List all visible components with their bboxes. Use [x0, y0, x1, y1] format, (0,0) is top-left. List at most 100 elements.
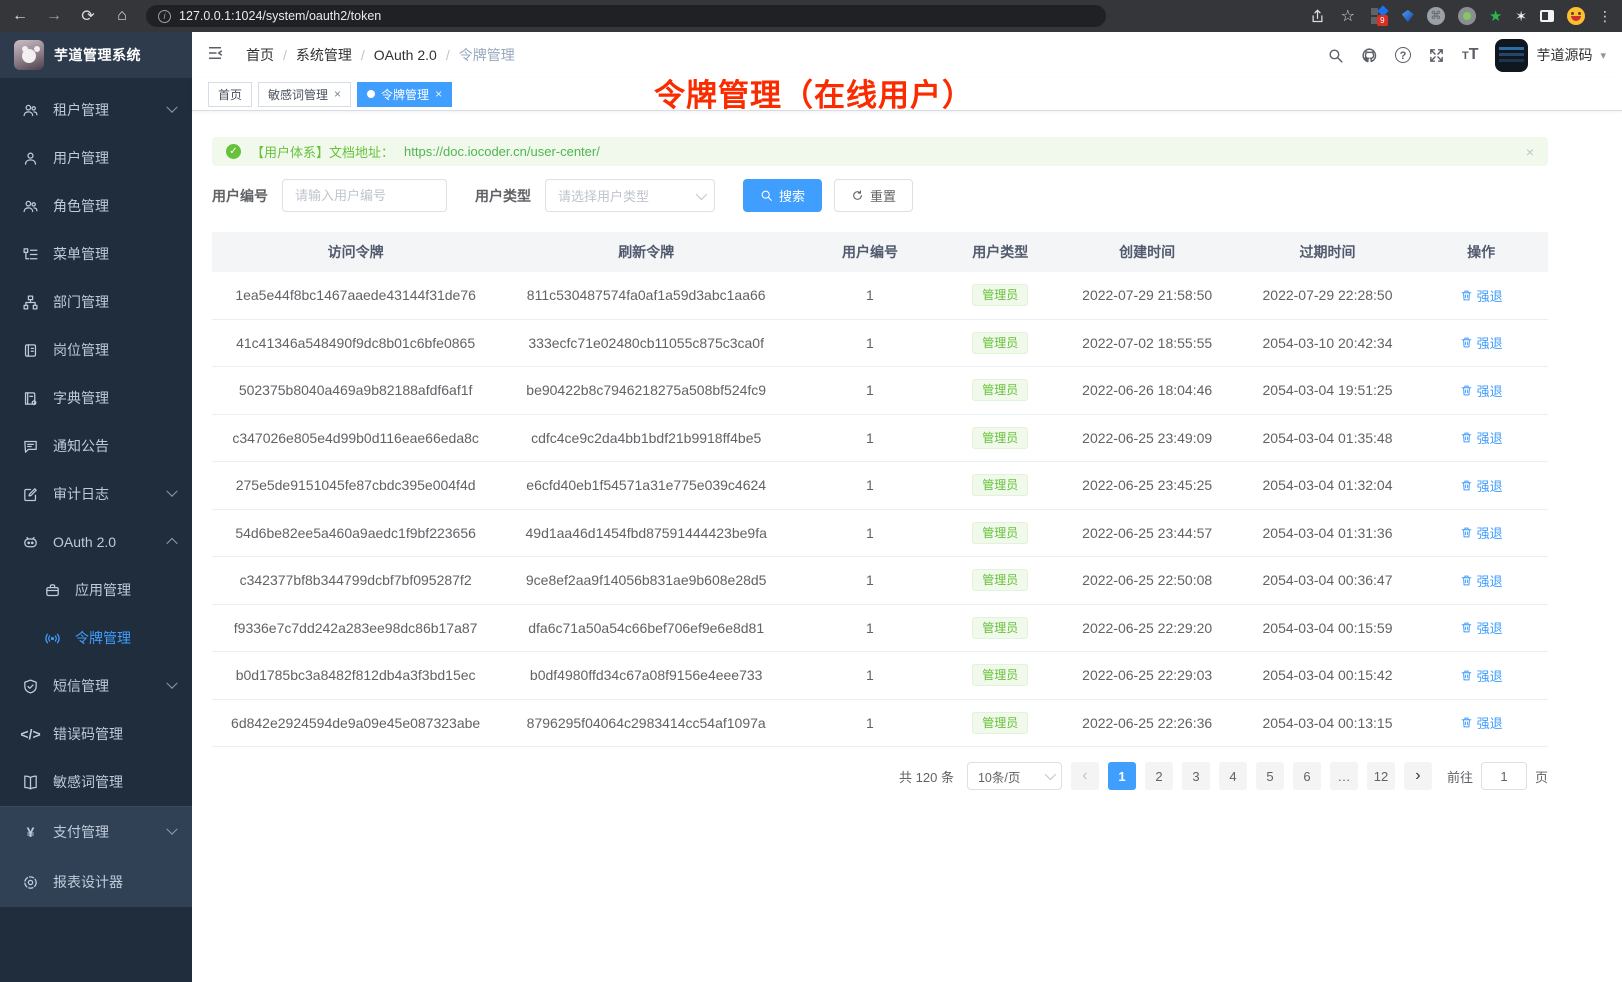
doc-alert: ✓ 【用户体系】文档地址： https://doc.iocoder.cn/use… [212, 137, 1548, 166]
user-icon [22, 150, 39, 167]
force-logout-button[interactable]: 强退 [1460, 666, 1503, 685]
user-menu[interactable]: 芋道源码 ▾ [1495, 38, 1606, 72]
user-name: 芋道源码 [1536, 47, 1593, 63]
sidebar-item-sensitive[interactable]: 敏感词管理 [0, 758, 192, 806]
reset-button[interactable]: 重置 [834, 179, 914, 212]
sidebar-item-sms[interactable]: 短信管理 [0, 662, 192, 710]
browser-menu-icon[interactable]: ⋮ [1598, 7, 1612, 24]
search-button[interactable]: 搜索 [743, 179, 823, 212]
side-panel-icon[interactable] [1540, 10, 1554, 22]
access-token-cell: c342377bf8b344799dcbf7bf095287f2 [239, 572, 472, 589]
user-type-cell: 管理员 [947, 664, 1054, 687]
sidebar-item-oauth[interactable]: OAuth 2.0 [0, 518, 192, 566]
page-info-icon[interactable]: i [158, 9, 171, 23]
force-logout-button[interactable]: 强退 [1460, 381, 1503, 400]
close-icon[interactable]: × [435, 87, 443, 101]
refresh-token-cell: 9ce8ef2aa9f14056b831ae9b608e28d5 [525, 572, 767, 589]
recorder-extension-icon[interactable] [1457, 7, 1476, 25]
navbar-actions: ? TT 芋道源码 ▾ [1327, 38, 1606, 72]
tag-sensitive[interactable]: 敏感词管理 × [258, 81, 352, 107]
sidebar-item-notice[interactable]: 通知公告 [0, 422, 192, 470]
green-star-extension-icon[interactable]: ★ [1488, 8, 1503, 25]
extension-badge-icon[interactable]: 9 [1370, 5, 1389, 26]
alert-close-icon[interactable]: × [1525, 143, 1534, 160]
browser-reload-icon[interactable]: ⟳ [81, 8, 95, 25]
pay-icon: ¥ [26, 824, 35, 840]
sidebar-item-user[interactable]: 用户管理 [0, 134, 192, 182]
sidebar: 芋道管理系统 租户管理 用户管理 角色管理 菜单管理 [0, 32, 192, 982]
sensitive-icon [22, 774, 39, 791]
force-logout-label: 强退 [1476, 336, 1503, 352]
gem-extension-icon[interactable] [1401, 10, 1414, 22]
page-button-12[interactable]: 12 [1366, 762, 1395, 790]
breadcrumb-system[interactable]: 系统管理 [295, 47, 352, 63]
sidebar-item-role[interactable]: 角色管理 [0, 182, 192, 230]
tag-home[interactable]: 首页 [208, 81, 253, 107]
doc-link[interactable]: https://doc.iocoder.cn/user-center/ [404, 144, 600, 159]
sidebar-collapse-icon[interactable] [206, 44, 224, 67]
force-logout-button[interactable]: 强退 [1460, 476, 1503, 495]
sidebar-item-report[interactable]: 报表设计器 [0, 857, 192, 907]
sidebar-item-dept[interactable]: 部门管理 [0, 278, 192, 326]
page-button-3[interactable]: 3 [1181, 762, 1210, 790]
sidebar-item-tenant[interactable]: 租户管理 [0, 86, 192, 134]
tag-token-active[interactable]: 令牌管理 × [357, 81, 453, 107]
force-logout-label: 强退 [1476, 431, 1503, 447]
next-page-button[interactable]: › [1403, 762, 1432, 790]
user-type-select[interactable]: 请选择用户类型 [545, 179, 715, 212]
font-size-icon[interactable]: TT [1461, 46, 1479, 63]
prev-page-button[interactable]: ‹ [1070, 762, 1099, 790]
sidebar-item-app-manage[interactable]: 应用管理 [0, 566, 192, 614]
sidebar-item-dict[interactable]: 字典管理 [0, 374, 192, 422]
force-logout-button[interactable]: 强退 [1460, 713, 1503, 732]
breadcrumb-home[interactable]: 首页 [246, 47, 274, 63]
sidebar-item-audit[interactable]: 审计日志 [0, 470, 192, 518]
force-logout-button[interactable]: 强退 [1460, 286, 1503, 305]
github-icon[interactable] [1361, 47, 1378, 64]
access-token-cell: 1ea5e44f8bc1467aaede43144f31de76 [235, 287, 476, 304]
page-button-5[interactable]: 5 [1255, 762, 1284, 790]
sidebar-item-post[interactable]: 岗位管理 [0, 326, 192, 374]
help-icon[interactable]: ? [1394, 47, 1411, 63]
close-icon[interactable]: × [334, 87, 342, 101]
breadcrumb-oauth[interactable]: OAuth 2.0 [373, 47, 437, 63]
browser-forward-icon[interactable]: → [46, 7, 62, 24]
address-bar[interactable]: i 127.0.0.1:1024/system/oauth2/token [146, 5, 1106, 27]
share-icon[interactable] [1310, 8, 1325, 24]
page-size-select[interactable]: 10条/页 [966, 762, 1062, 790]
table-row: 502375b8040a469a9b82188afdf6af1f be90422… [212, 367, 1548, 415]
sidebar-item-errcode[interactable]: </> 错误码管理 [20, 726, 123, 742]
created-time-cell: 2022-06-25 22:29:20 [1082, 619, 1213, 636]
sidebar-item-menu[interactable]: 菜单管理 [0, 230, 192, 278]
page-ellipsis-button[interactable]: … [1329, 762, 1358, 790]
force-logout-button[interactable]: 强退 [1460, 428, 1503, 447]
bookmark-star-icon[interactable]: ☆ [1340, 8, 1355, 25]
force-logout-button[interactable]: 强退 [1460, 618, 1503, 637]
sidebar-item-pay[interactable]: ¥ 支付管理 [0, 807, 192, 857]
page-button-4[interactable]: 4 [1218, 762, 1247, 790]
user-id-cell: 1 [866, 287, 874, 304]
page-button-1[interactable]: 1 [1107, 762, 1136, 790]
chevron-up-icon [166, 537, 178, 550]
user-id-input[interactable] [282, 179, 447, 212]
profile-avatar-icon[interactable] [1567, 7, 1585, 25]
search-icon[interactable] [1327, 47, 1344, 64]
admin-tag: 管理员 [972, 426, 1029, 449]
chevron-down-icon [166, 823, 178, 835]
table-row: 6d842e2924594de9a09e45e087323abe 8796295… [212, 700, 1548, 747]
report-icon [22, 874, 39, 891]
page-button-6[interactable]: 6 [1292, 762, 1321, 790]
force-logout-button[interactable]: 强退 [1460, 523, 1503, 542]
white-star-extension-icon[interactable]: ✶ [1515, 7, 1527, 24]
sidebar-item-token-manage[interactable]: 令牌管理 [0, 614, 192, 662]
command-extension-icon[interactable]: ⌘ [1426, 7, 1445, 25]
goto-page-input[interactable] [1480, 762, 1527, 790]
browser-back-icon[interactable]: ← [12, 7, 28, 24]
force-logout-button[interactable]: 强退 [1460, 571, 1503, 590]
force-logout-button[interactable]: 强退 [1460, 333, 1503, 352]
browser-home-icon[interactable]: ⌂ [117, 7, 127, 24]
page-button-2[interactable]: 2 [1144, 762, 1173, 790]
sidebar-toplevel-zone: ¥ 支付管理 报表设计器 [0, 806, 192, 907]
fullscreen-icon[interactable] [1428, 47, 1445, 64]
app-logo[interactable]: 芋道管理系统 [0, 32, 192, 78]
